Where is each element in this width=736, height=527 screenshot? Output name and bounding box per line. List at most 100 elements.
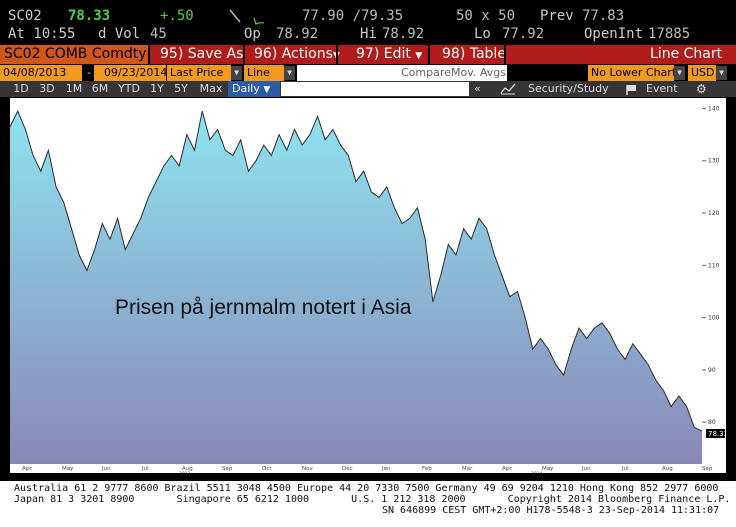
quote-header: SC02 78.33 +.50 77.90 /79.35 50 x 50 Pre… — [0, 0, 736, 44]
period-3d[interactable]: 3D — [39, 82, 55, 95]
x-tick-label: Jun — [581, 466, 591, 472]
mov-avgs-label: Mov. Avgs — [451, 66, 506, 79]
bid-ask-range: 77.90 /79.35 — [302, 8, 404, 24]
high-label: Hi — [360, 26, 377, 42]
divider — [336, 45, 338, 64]
open-label: Op — [244, 26, 261, 42]
collapse-button[interactable]: « — [474, 82, 481, 95]
trend-arrow-icon — [229, 9, 265, 25]
y-tick-label: 100 — [708, 315, 720, 322]
edit-button[interactable]: 97) Edit ▼ — [356, 45, 422, 64]
divider — [504, 45, 506, 64]
chevron-down-icon[interactable]: ▼ — [231, 66, 242, 80]
table-button[interactable]: 98) Table — [442, 46, 506, 62]
year-label: 2014 — [531, 471, 543, 473]
x-tick-label: Sep — [702, 466, 713, 472]
low-label: Lo — [474, 26, 491, 42]
actions-button[interactable]: 96) Actions▼ — [254, 45, 340, 64]
low-value: 77.92 — [502, 26, 545, 42]
chevron-down-icon[interactable]: ▼ — [674, 66, 685, 80]
chart-type-label[interactable]: Line Chart — [650, 46, 723, 62]
date-dash: - — [84, 65, 94, 81]
ticker: SC02 — [8, 8, 42, 24]
style-select[interactable]: Line — [244, 65, 284, 81]
footer: Australia 61 2 9777 8600 Brazil 5511 304… — [0, 481, 736, 527]
divider — [243, 45, 245, 64]
year-label: 2013 — [179, 471, 191, 473]
period-1d[interactable]: 1D — [13, 82, 29, 95]
price-area — [10, 111, 702, 464]
frequency-select[interactable]: Daily ▼ — [228, 81, 280, 97]
compare-box[interactable]: Compare Mov. Avgs — [297, 65, 507, 81]
footer-line-1: Australia 61 2 9777 8600 Brazil 5511 304… — [14, 483, 719, 494]
x-tick-label: Feb — [422, 466, 432, 472]
x-tick-label: Dec — [342, 466, 353, 472]
x-tick-label: Aug — [662, 466, 673, 472]
open-interest-label: OpenInt — [584, 26, 644, 42]
bid-ask-size: 50 x 50 — [456, 8, 516, 24]
prev-label: Prev — [540, 8, 574, 24]
period-1m[interactable]: 1M — [65, 82, 83, 95]
options-bar: 04/08/2013 - 09/23/2014 Last Price ▼ Lin… — [0, 65, 736, 81]
high-value: 78.92 — [382, 26, 425, 42]
last-value-tag — [706, 429, 725, 438]
price-line — [9, 109, 703, 432]
currency-select[interactable]: USD — [688, 65, 716, 81]
x-tick-label: Aug — [182, 466, 193, 472]
compare-label: Compare — [401, 66, 451, 79]
y-tick-label: 90 — [708, 367, 716, 374]
security-study-button[interactable]: Security/Study — [528, 82, 609, 95]
caret-down-icon: ▼ — [415, 51, 423, 61]
lower-chart-select[interactable]: No Lower Chart — [588, 65, 676, 81]
footer-line-3: SN 646899 CEST GMT+2:00 H178-5548-3 23-S… — [382, 505, 720, 516]
open-interest-value: 17885 — [648, 26, 691, 42]
y-tick-label: 80 — [708, 419, 716, 426]
x-tick-label: Mar — [462, 466, 473, 472]
y-tick-label: 120 — [708, 210, 720, 217]
period-bar: 1D 3D 1M 6M YTD 1Y 5Y Max Daily ▼ « Secu… — [0, 81, 736, 97]
actions-label: 96) Actions — [254, 46, 333, 62]
x-tick-label: Oct — [262, 466, 272, 472]
footer-line-2: Japan 81 3 3201 8900 Singapore 65 6212 1… — [14, 494, 731, 505]
period-6m[interactable]: 6M — [91, 82, 109, 95]
divider — [148, 45, 150, 64]
end-date-field[interactable]: 09/23/2014 — [94, 65, 167, 81]
x-tick-label: Apr — [22, 466, 32, 472]
chart-canvas: 80 90 100 110 120 130 140 Apr May Jun Jul Aug Sep Oc… — [9, 105, 728, 477]
event-button[interactable]: Event — [646, 82, 678, 95]
start-date-field[interactable]: 04/08/2013 — [0, 65, 82, 81]
y-tick-label: 110 — [708, 262, 720, 269]
dvol-label: d Vol — [98, 26, 141, 42]
period-max[interactable]: Max — [199, 82, 223, 95]
x-tick-label: Nov — [302, 466, 313, 472]
frequency-label: Daily — [232, 82, 260, 95]
period-input[interactable] — [281, 82, 469, 96]
last-value-label: 78.33 — [708, 430, 726, 438]
edit-label: 97) Edit — [356, 46, 411, 62]
divider — [428, 45, 430, 64]
chevron-down-icon[interactable]: ▼ — [716, 66, 727, 80]
x-tick-label: Sep — [222, 466, 233, 472]
save-as-button[interactable]: 95) Save As — [160, 46, 244, 62]
gear-icon[interactable]: ⚙ — [696, 82, 707, 96]
menu-bar: SC02 COMB Comdty 95) Save As 96) Actions… — [0, 45, 736, 64]
study-chart-icon — [500, 83, 516, 95]
x-tick-label: May — [542, 466, 554, 472]
price-chart: 80 90 100 110 120 130 140 Apr May Jun Jul Aug Sep Oc… — [9, 98, 728, 477]
caret-down-icon: ▼ — [263, 85, 271, 95]
y-tick-label: 140 — [708, 105, 720, 112]
x-tick-label: Jun — [101, 466, 111, 472]
period-ytd[interactable]: YTD — [118, 82, 140, 95]
open-value: 78.92 — [276, 26, 319, 42]
quote-time: At 10:55 — [8, 26, 76, 42]
event-flag-icon — [626, 85, 636, 95]
price-change: +.50 — [160, 8, 194, 24]
dvol-value: 45 — [150, 26, 167, 42]
period-1y[interactable]: 1Y — [150, 82, 164, 95]
field-select[interactable]: Last Price — [167, 65, 231, 81]
last-price: 78.33 — [68, 8, 111, 24]
prev-value: 77.83 — [582, 8, 625, 24]
security-field[interactable]: SC02 COMB Comdty — [0, 45, 148, 64]
chevron-down-icon[interactable]: ▼ — [284, 66, 295, 80]
period-5y[interactable]: 5Y — [174, 82, 188, 95]
